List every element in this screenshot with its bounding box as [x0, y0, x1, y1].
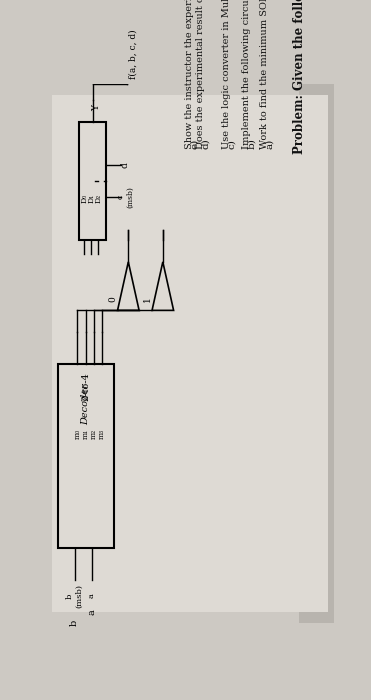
Bar: [58, 364, 114, 547]
Text: Implement the following circuit in MultiSim: Implement the following circuit in Multi…: [242, 0, 251, 148]
Text: d: d: [121, 162, 129, 168]
Text: b
(msb): b (msb): [66, 584, 83, 608]
Text: f(a, b, c, d): f(a, b, c, d): [128, 29, 137, 78]
Text: e): e): [190, 139, 199, 148]
Text: Y: Y: [92, 105, 101, 111]
Text: Does the experimental result of the minimum SOP match the theoretical one?: Does the experimental result of the mini…: [196, 0, 205, 148]
Text: Show the instructor the experimental result.: Show the instructor the experimental res…: [185, 0, 194, 148]
Text: a): a): [265, 139, 274, 148]
Polygon shape: [299, 84, 334, 623]
Text: 2-to-4: 2-to-4: [81, 372, 91, 400]
Bar: [79, 122, 106, 240]
Text: Problem: Given the following circuit.: Problem: Given the following circuit.: [293, 0, 306, 154]
Text: m₂: m₂: [90, 429, 98, 439]
Text: D₁: D₁: [87, 194, 95, 204]
Text: Decoder: Decoder: [81, 384, 91, 426]
Text: b): b): [247, 138, 256, 148]
Text: D₂: D₂: [94, 194, 102, 204]
Text: Work to find the minimum SOP for f(a,b,c,d) by hand, consider B to be the MSB fo: Work to find the minimum SOP for f(a,b,c…: [259, 0, 269, 148]
Text: b: b: [70, 620, 79, 626]
Text: Use the logic converter in Multisim to obtain the experimental result of f(a,b,c: Use the logic converter in Multisim to o…: [222, 0, 231, 148]
Text: m₀: m₀: [73, 429, 82, 439]
Text: m₃: m₃: [98, 429, 106, 439]
Text: d): d): [201, 138, 210, 148]
Text: c
(msb): c (msb): [116, 186, 134, 208]
Text: c): c): [227, 139, 236, 148]
Text: D₀: D₀: [80, 194, 88, 204]
Text: a: a: [87, 609, 96, 615]
Text: 1: 1: [143, 296, 152, 302]
Text: a: a: [88, 594, 95, 598]
Text: 0: 0: [109, 296, 118, 302]
Polygon shape: [52, 94, 328, 612]
Text: m₁: m₁: [82, 429, 90, 439]
